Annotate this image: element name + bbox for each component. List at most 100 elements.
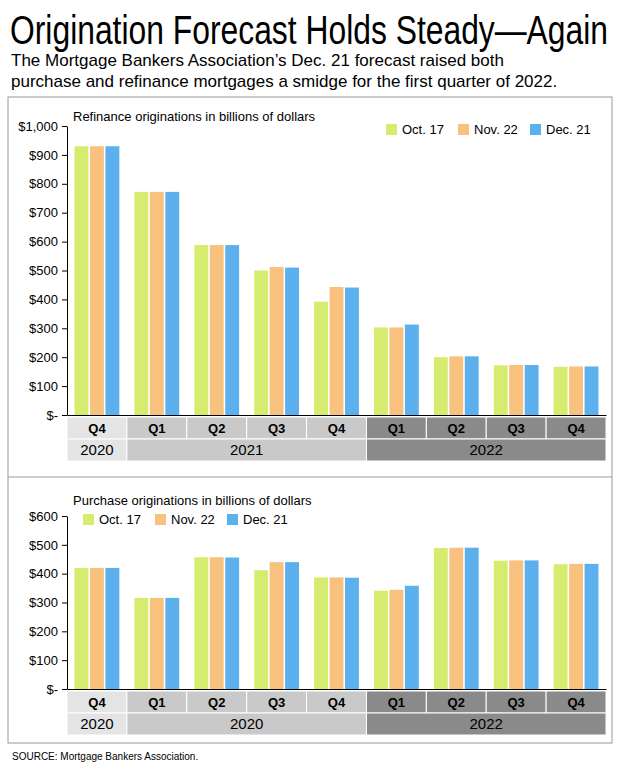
y-tick-label: $100 <box>29 653 58 668</box>
x-tick: Q4 <box>88 421 106 436</box>
y-tick-label: $200 <box>29 350 58 365</box>
y-tick: $400 <box>29 566 67 581</box>
x-tick: Q4 <box>328 421 346 436</box>
bar <box>569 366 583 415</box>
x-tick: Q4 <box>88 695 106 710</box>
y-tick: $1,000 <box>18 119 67 134</box>
category-box <box>247 691 307 713</box>
category-box <box>546 691 606 713</box>
bar <box>405 325 419 415</box>
category-box <box>366 691 426 713</box>
bar <box>314 577 328 689</box>
bar <box>330 577 344 689</box>
x-tick-label: Q1 <box>148 695 165 710</box>
y-tick-mark <box>62 299 67 300</box>
legend: Oct. 17Nov. 22Dec. 21 <box>83 512 288 527</box>
y-tick-mark <box>62 213 67 214</box>
source: SOURCE: Mortgage Bankers Association. <box>12 751 198 762</box>
bar <box>90 146 104 415</box>
y-axis: $-$100$200$300$400$500$600 <box>29 509 67 697</box>
x-axis-line <box>68 689 607 690</box>
x-tick: Q1 <box>388 695 405 710</box>
category-box <box>486 417 546 439</box>
y-tick: $500 <box>29 263 67 278</box>
x-tick: Q1 <box>388 421 405 436</box>
bar <box>345 578 359 689</box>
bars <box>75 146 599 415</box>
y-tick-label: $900 <box>29 148 58 163</box>
chart-title: Refinance originations in billions of do… <box>73 109 316 124</box>
y-tick: $200 <box>29 624 67 639</box>
x-tick-label: Q4 <box>88 695 106 710</box>
bar <box>449 548 463 689</box>
chart: Purchase originations in billions of dol… <box>29 493 606 735</box>
bar <box>389 590 403 689</box>
y-tick-label: $500 <box>29 537 58 552</box>
bar <box>314 302 328 415</box>
y-tick-label: $100 <box>29 379 58 394</box>
y-tick: $300 <box>29 321 67 336</box>
legend-swatch <box>155 514 166 525</box>
x-tick: Q1 <box>148 695 165 710</box>
bar <box>554 367 568 415</box>
y-tick-mark <box>62 386 67 387</box>
legend-label: Nov. 22 <box>171 512 215 527</box>
x-tick: Q2 <box>208 421 225 436</box>
bar <box>525 560 539 689</box>
x-tick: Q3 <box>268 421 285 436</box>
bar <box>75 568 89 689</box>
x-axis: Q4Q1Q2Q3Q4Q1Q2Q3Q4 <box>68 416 607 437</box>
bar <box>75 146 89 415</box>
bar <box>509 365 523 415</box>
x-tick-label: Q3 <box>268 695 285 710</box>
bar <box>134 192 148 415</box>
bar <box>374 591 388 689</box>
y-tick-mark <box>62 545 67 546</box>
y-tick-label: $200 <box>29 624 58 639</box>
year-label: 2020 <box>80 715 113 732</box>
bar <box>254 271 268 416</box>
y-tick: $100 <box>29 379 67 394</box>
bar <box>165 192 179 415</box>
y-axis-line <box>67 517 68 690</box>
y-tick-label: $400 <box>29 292 58 307</box>
x-tick: Q2 <box>448 421 465 436</box>
y-tick: $- <box>46 408 67 423</box>
y-tick-mark <box>62 574 67 575</box>
background <box>0 0 620 774</box>
y-tick-mark <box>62 271 67 272</box>
chart-title: Purchase originations in billions of dol… <box>73 493 312 508</box>
bar <box>389 327 403 415</box>
y-tick-mark <box>62 603 67 604</box>
bar <box>345 288 359 415</box>
y-tick-mark <box>62 242 67 243</box>
x-tick-label: Q2 <box>448 695 465 710</box>
x-axis: Q4Q1Q2Q3Q4Q1Q2Q3Q4 <box>68 690 607 711</box>
year-label: 2021 <box>230 441 263 458</box>
year-label: 2022 <box>470 715 503 732</box>
y-tick-label: $- <box>46 682 58 697</box>
bar <box>90 568 104 689</box>
year-label: 2022 <box>470 441 503 458</box>
bar <box>150 598 164 689</box>
y-tick-label: $700 <box>29 205 58 220</box>
category-box <box>127 417 187 439</box>
x-tick: Q3 <box>507 421 524 436</box>
bar <box>509 560 523 689</box>
bar <box>434 357 448 415</box>
chart-root: Origination Forecast Holds Steady—AgainT… <box>0 0 620 774</box>
chart-svg: Origination Forecast Holds Steady—AgainT… <box>0 0 620 774</box>
year-box <box>366 439 606 461</box>
year-box <box>366 713 606 735</box>
category-box <box>426 691 486 713</box>
bar <box>225 558 239 689</box>
legend-label: Oct. 17 <box>402 122 444 137</box>
x-tick-label: Q1 <box>148 421 165 436</box>
category-box <box>486 691 546 713</box>
panel-frame <box>8 97 612 743</box>
chart: Refinance originations in billions of do… <box>18 109 606 461</box>
bar <box>150 192 164 415</box>
bar <box>285 268 299 415</box>
legend-label: Dec. 21 <box>243 512 288 527</box>
y-tick-mark <box>62 357 67 358</box>
